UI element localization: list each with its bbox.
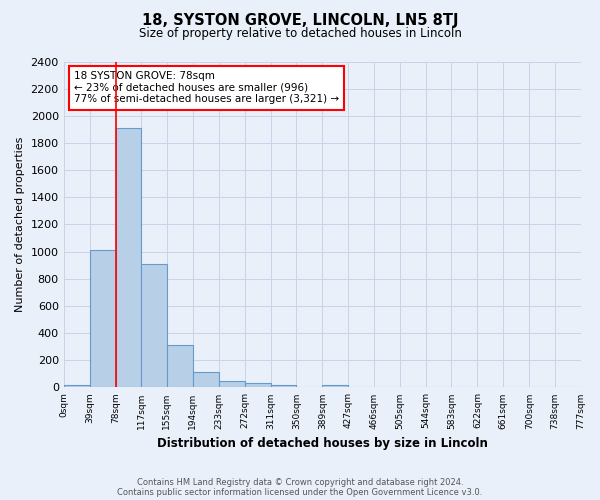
Bar [142, 264, 167, 388]
Text: 18, SYSTON GROVE, LINCOLN, LN5 8TJ: 18, SYSTON GROVE, LINCOLN, LN5 8TJ [142, 12, 458, 28]
Bar [193, 372, 218, 388]
Text: Contains public sector information licensed under the Open Government Licence v3: Contains public sector information licen… [118, 488, 482, 497]
Bar [218, 380, 245, 388]
Bar [64, 384, 89, 388]
Bar [167, 344, 193, 388]
X-axis label: Distribution of detached houses by size in Lincoln: Distribution of detached houses by size … [157, 437, 488, 450]
Y-axis label: Number of detached properties: Number of detached properties [15, 137, 25, 312]
Bar [322, 384, 347, 388]
Bar [245, 384, 271, 388]
Text: Size of property relative to detached houses in Lincoln: Size of property relative to detached ho… [139, 28, 461, 40]
Bar [116, 128, 142, 388]
Text: 18 SYSTON GROVE: 78sqm
← 23% of detached houses are smaller (996)
77% of semi-de: 18 SYSTON GROVE: 78sqm ← 23% of detached… [74, 72, 339, 104]
Bar [89, 250, 116, 388]
Text: Contains HM Land Registry data © Crown copyright and database right 2024.: Contains HM Land Registry data © Crown c… [137, 478, 463, 487]
Bar [271, 384, 296, 388]
